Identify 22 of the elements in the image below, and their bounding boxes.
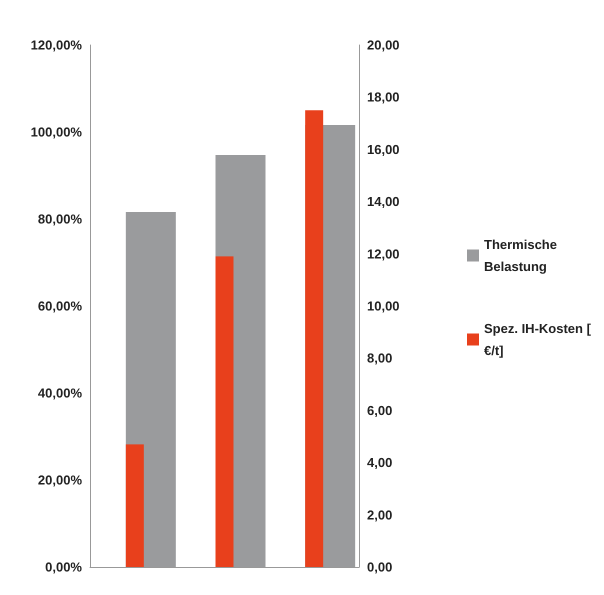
legend-label: Spez. IH-Kosten [€/t]: [484, 321, 592, 358]
y-tick-label: 40,00%: [38, 386, 82, 400]
y2-tick-label: 12,00: [367, 246, 400, 262]
y-tick-label: 20,00%: [38, 472, 82, 488]
bar: [126, 444, 144, 567]
y-tick-label: 100,00%: [30, 124, 82, 140]
y2-tick-label: 18,00: [367, 90, 400, 105]
y2-tick-label: 2,00: [367, 507, 392, 522]
y2-tick-label: 10,00: [367, 298, 400, 314]
legend-label: Thermische Belastung: [484, 237, 561, 274]
y-tick-label: 80,00%: [38, 212, 82, 226]
y-tick-label: 0,00%: [45, 560, 82, 574]
y2-tick-label: 8,00: [367, 350, 392, 366]
y2-tick-label: 20,00: [367, 38, 400, 52]
bar: [216, 256, 234, 567]
y-tick-label: 120,00%: [30, 38, 82, 52]
y-tick-label: 60,00%: [38, 298, 82, 314]
y2-tick-label: 0,00: [367, 560, 392, 574]
y2-tick-label: 16,00: [367, 142, 400, 157]
y2-tick-label: 4,00: [367, 455, 392, 470]
y2-tick-label: 14,00: [367, 194, 400, 210]
y2-tick-label: 6,00: [367, 402, 392, 418]
